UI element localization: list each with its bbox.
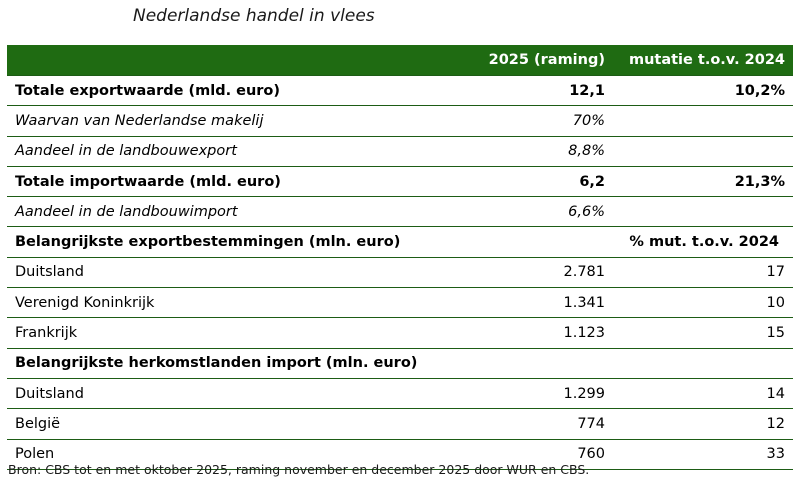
row-label: Frankrijk: [7, 317, 459, 349]
row-value: [459, 226, 613, 258]
row-label: België: [7, 408, 459, 440]
row-value: 760: [459, 439, 613, 470]
header-change-2024: mutatie t.o.v. 2024: [613, 45, 793, 76]
section-export-destinations: Belangrijkste exportbestemmingen (mln. e…: [7, 226, 793, 258]
section-change-header: % mut. t.o.v. 2024: [613, 226, 793, 258]
section-label: Belangrijkste herkomstlanden import (mln…: [7, 348, 459, 379]
row-label: Polen: [7, 439, 459, 470]
row-change: 10: [613, 287, 793, 319]
section-label: Belangrijkste exportbestemmingen (mln. e…: [7, 226, 459, 258]
row-change: 15: [613, 317, 793, 349]
row-change: [613, 348, 793, 379]
row-change: 21,3%: [613, 166, 793, 198]
header-estimate-2025: 2025 (raming): [459, 45, 613, 76]
row-label: Totale exportwaarde (mld. euro): [7, 75, 459, 107]
row-label: Duitsland: [7, 257, 459, 289]
row-change: 14: [613, 378, 793, 410]
row-agri-export-share: Aandeel in de landbouwexport 8,8%: [7, 136, 793, 167]
table-title: Nederlandse handel in vlees: [133, 6, 375, 26]
section-import-origins: Belangrijkste herkomstlanden import (mln…: [7, 348, 793, 379]
row-change: [613, 105, 793, 137]
row-change: [613, 136, 793, 167]
row-total-import: Totale importwaarde (mld. euro) 6,2 21,3…: [7, 166, 793, 198]
row-value: 70%: [459, 105, 613, 137]
row-total-export: Totale exportwaarde (mld. euro) 12,1 10,…: [7, 75, 793, 107]
row-label: Aandeel in de landbouwimport: [7, 196, 459, 228]
table-header-row: 2025 (raming) mutatie t.o.v. 2024: [7, 45, 793, 76]
row-label: Duitsland: [7, 378, 459, 410]
row-value: 6,6%: [459, 196, 613, 228]
row-value: 1.299: [459, 378, 613, 410]
row-change: 12: [613, 408, 793, 440]
table-row: Duitsland 1.299 14: [7, 378, 793, 410]
table-row: Verenigd Koninkrijk 1.341 10: [7, 287, 793, 319]
row-value: 6,2: [459, 166, 613, 198]
row-dutch-made-share: Waarvan van Nederlandse makelij 70%: [7, 105, 793, 137]
row-change: 10,2%: [613, 75, 793, 107]
table-row: Polen 760 33: [7, 439, 793, 470]
row-value: 774: [459, 408, 613, 440]
row-label: Waarvan van Nederlandse makelij: [7, 105, 459, 137]
row-value: 1.123: [459, 317, 613, 349]
row-value: 12,1: [459, 75, 613, 107]
source-note: Bron: CBS tot en met oktober 2025, ramin…: [8, 462, 590, 477]
table-row: Frankrijk 1.123 15: [7, 317, 793, 349]
meat-trade-table: 2025 (raming) mutatie t.o.v. 2024 Totale…: [7, 45, 793, 470]
row-label: Totale importwaarde (mld. euro): [7, 166, 459, 198]
row-value: [459, 348, 613, 379]
row-label: Verenigd Koninkrijk: [7, 287, 459, 319]
table-row: België 774 12: [7, 408, 793, 440]
row-value: 2.781: [459, 257, 613, 289]
table-row: Duitsland 2.781 17: [7, 257, 793, 289]
row-change: 17: [613, 257, 793, 289]
row-change: 33: [613, 439, 793, 470]
row-value: 8,8%: [459, 136, 613, 167]
row-agri-import-share: Aandeel in de landbouwimport 6,6%: [7, 196, 793, 228]
row-value: 1.341: [459, 287, 613, 319]
row-label: Aandeel in de landbouwexport: [7, 136, 459, 167]
header-label: [7, 45, 459, 76]
row-change: [613, 196, 793, 228]
